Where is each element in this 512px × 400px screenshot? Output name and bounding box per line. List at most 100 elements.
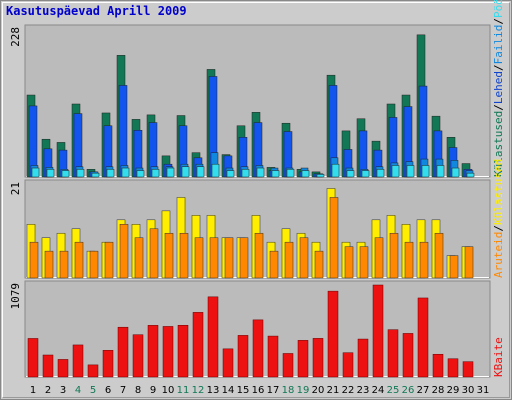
bar-aruteid-24 xyxy=(374,237,384,279)
bar-kbaite-10 xyxy=(162,326,174,378)
bar-aruteid-29 xyxy=(449,255,459,279)
bar-kbaite-27 xyxy=(417,297,429,378)
bar-aruteid-7 xyxy=(119,224,129,279)
bar-kbaite-21 xyxy=(327,290,339,378)
bar-kbaite-23 xyxy=(357,338,369,378)
bar-pöördumised-15 xyxy=(241,169,250,178)
legend-item: KBaite xyxy=(492,337,505,377)
bar-pöördumised-4 xyxy=(76,169,85,178)
bar-aruteid-28 xyxy=(434,232,444,279)
day-label-30: 30 xyxy=(462,385,475,396)
legend-item: / xyxy=(492,225,505,232)
bar-aruteid-1 xyxy=(29,241,39,279)
bar-kbaite-3 xyxy=(57,359,69,378)
bar-aruteid-16 xyxy=(254,232,264,279)
legend-item: Külastused xyxy=(492,111,505,177)
day-label-26: 26 xyxy=(402,385,415,396)
legend-item: Lehed xyxy=(492,71,505,104)
bar-pöördumised-21 xyxy=(331,163,340,178)
bar-aruteid-21 xyxy=(329,197,339,279)
bar-kbaite-11 xyxy=(177,324,189,378)
legend-hits: Külastused/Lehed/Failid/Pöördumised xyxy=(492,0,505,177)
bar-kbaite-4 xyxy=(72,344,84,378)
bar-kbaite-5 xyxy=(87,364,99,378)
bar-kbaite-28 xyxy=(432,353,444,378)
bar-aruteid-9 xyxy=(149,228,159,279)
bar-aruteid-2 xyxy=(44,250,54,279)
day-label-28: 28 xyxy=(432,385,445,396)
bar-aruteid-15 xyxy=(239,237,249,279)
bar-pöördumised-27 xyxy=(421,165,430,178)
bar-kbaite-6 xyxy=(102,350,114,378)
bar-pöördumised-26 xyxy=(406,165,415,178)
day-label-21: 21 xyxy=(327,385,340,396)
bar-pöördumised-16 xyxy=(256,167,265,178)
bar-kbaite-12 xyxy=(192,312,204,378)
bar-kbaite-8 xyxy=(132,334,144,378)
day-label-22: 22 xyxy=(342,385,355,396)
legend-item: / xyxy=(492,104,505,111)
legend-visits: Aruteid/Külastused xyxy=(492,159,505,278)
bar-pöördumised-18 xyxy=(286,169,295,178)
bar-pöördumised-1 xyxy=(31,167,40,178)
bar-pöördumised-12 xyxy=(196,166,205,178)
day-label-10: 10 xyxy=(162,385,175,396)
bar-kbaite-7 xyxy=(117,326,129,378)
legend-item: Failid xyxy=(492,25,505,65)
legend-item: Pöördumised xyxy=(492,0,505,18)
day-label-31: 31 xyxy=(477,385,490,396)
day-label-1: 1 xyxy=(30,385,36,396)
bar-aruteid-26 xyxy=(404,241,414,279)
bar-kbaite-14 xyxy=(222,348,234,378)
day-label-15: 15 xyxy=(237,385,250,396)
day-label-9: 9 xyxy=(150,385,156,396)
day-label-14: 14 xyxy=(222,385,235,396)
day-label-24: 24 xyxy=(372,385,385,396)
bar-kbaite-19 xyxy=(297,340,309,378)
bar-pöördumised-23 xyxy=(361,170,370,178)
legend-item: / xyxy=(492,18,505,25)
bar-pöördumised-14 xyxy=(226,170,235,178)
bar-pöördumised-17 xyxy=(271,170,280,178)
bar-kbaite-13 xyxy=(207,296,219,378)
bar-pöördumised-22 xyxy=(346,170,355,178)
chart-title: Kasutuspäevad Aprill 2009 xyxy=(6,4,187,18)
bar-pöördumised-3 xyxy=(61,170,70,178)
bar-pöördumised-20 xyxy=(316,174,325,178)
day-label-13: 13 xyxy=(207,385,220,396)
day-label-19: 19 xyxy=(297,385,310,396)
bar-kbaite-17 xyxy=(267,335,279,378)
bar-kbaite-15 xyxy=(237,335,249,378)
day-label-11: 11 xyxy=(177,385,190,396)
day-label-4: 4 xyxy=(75,385,81,396)
bar-pöördumised-24 xyxy=(376,169,385,178)
legend-item: / xyxy=(492,64,505,71)
day-label-8: 8 xyxy=(135,385,141,396)
bar-aruteid-17 xyxy=(269,250,279,279)
day-label-18: 18 xyxy=(282,385,295,396)
day-label-20: 20 xyxy=(312,385,325,396)
bar-aruteid-3 xyxy=(59,250,69,279)
bar-aruteid-13 xyxy=(209,237,219,279)
bar-pöördumised-10 xyxy=(166,167,175,178)
bar-kbaite-29 xyxy=(447,358,459,378)
bar-pöördumised-28 xyxy=(436,165,445,178)
bar-pöördumised-2 xyxy=(46,169,55,178)
bar-aruteid-30 xyxy=(464,246,474,279)
day-label-5: 5 xyxy=(90,385,96,396)
day-label-29: 29 xyxy=(447,385,460,396)
bar-aruteid-12 xyxy=(194,237,204,279)
bar-aruteid-6 xyxy=(104,241,114,279)
bar-pöördumised-5 xyxy=(91,172,100,178)
bar-aruteid-11 xyxy=(179,232,189,279)
bar-aruteid-4 xyxy=(74,241,84,279)
bar-aruteid-18 xyxy=(284,241,294,279)
bar-kbaite-22 xyxy=(342,352,354,378)
bar-aruteid-19 xyxy=(299,237,309,279)
bar-kbaite-2 xyxy=(42,354,54,378)
legend-item: Aruteid xyxy=(492,232,505,278)
bar-kbaite-16 xyxy=(252,319,264,378)
ymax-label-visits: 21 xyxy=(9,182,22,195)
legend-kbytes: KBaite xyxy=(492,337,505,377)
